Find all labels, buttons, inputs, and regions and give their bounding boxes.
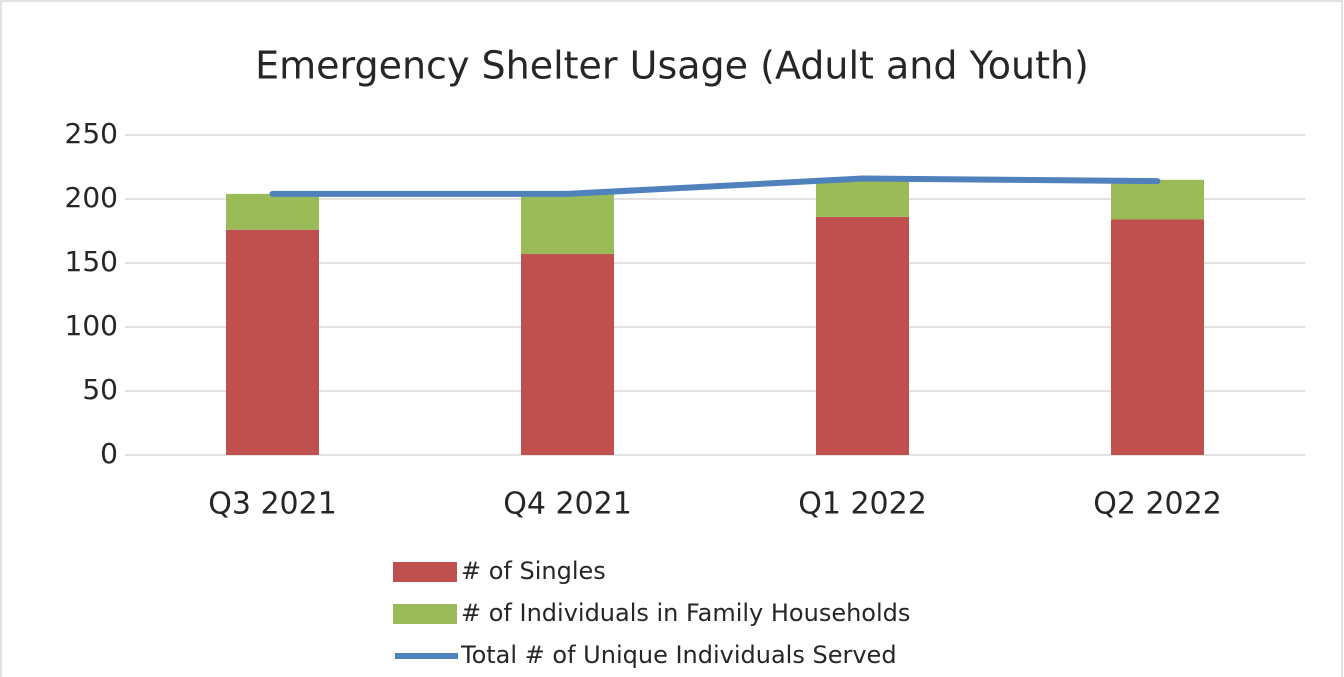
y-tick-label: 200 <box>65 181 118 214</box>
line <box>269 175 1161 197</box>
y-tick-label: 250 <box>65 117 118 150</box>
bar <box>226 193 319 230</box>
y-tick-label: 150 <box>65 245 118 278</box>
y-tick-label: 100 <box>65 309 118 342</box>
x-tick-label: Q3 2021 <box>208 487 337 522</box>
bar <box>816 216 909 455</box>
x-tick-label: Q1 2022 <box>798 487 927 522</box>
bar <box>521 193 614 255</box>
bar <box>816 179 909 217</box>
bar <box>226 229 319 455</box>
legend-label: # of Individuals in Family Households <box>461 599 910 627</box>
legend-label: # of Singles <box>461 557 606 585</box>
y-tick-label: 50 <box>82 373 118 406</box>
x-tick-label: Q4 2021 <box>503 487 632 522</box>
legend-swatch <box>393 562 457 582</box>
bar <box>1111 219 1204 455</box>
legend-label: Total # of Unique Individuals Served <box>460 641 897 669</box>
x-tick-label: Q2 2022 <box>1093 487 1222 522</box>
y-tick-label: 0 <box>100 437 118 470</box>
bar <box>1111 179 1204 220</box>
chart-title: Emergency Shelter Usage (Adult and Youth… <box>255 44 1089 88</box>
bar <box>521 254 614 455</box>
legend-swatch <box>393 604 457 624</box>
